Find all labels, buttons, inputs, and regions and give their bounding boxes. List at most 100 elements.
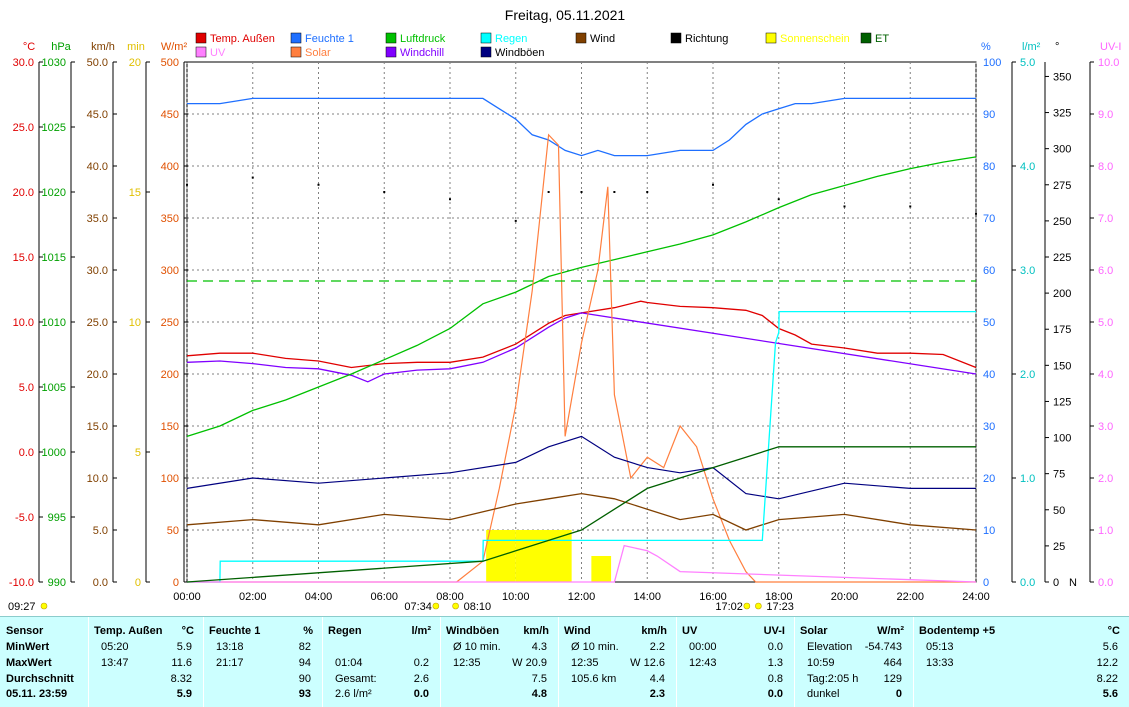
left-axis-tick-label: 0.0: [93, 577, 108, 589]
series-line-feuchte-1: [187, 97, 976, 157]
series-line-wind: [186, 492, 977, 531]
legend-swatch: [480, 32, 492, 44]
direction-point: [383, 191, 386, 193]
left-axis-tick-label: 1010: [42, 317, 66, 329]
left-axis-tick-label: 20.0: [87, 369, 108, 381]
direction-point: [909, 205, 912, 208]
left-axis-tick-label: 200: [161, 369, 179, 381]
left-axis-unit: km/h: [91, 41, 115, 53]
right-axis-tick-label: 20: [983, 473, 995, 485]
legend-label: ET: [875, 33, 889, 45]
stats-cell-value: 90: [298, 673, 311, 685]
stats-cell-value: W 12.6: [630, 657, 665, 669]
left-axis-tick-label: 150: [161, 421, 179, 433]
series-marks: [186, 97, 977, 583]
left-axis-tick-label: 25.0: [13, 122, 34, 134]
stats-cell-label: Tag:2:05 h: [807, 673, 859, 685]
stats-column: Regen l/m² 01:04 0.2 Gesamt: 2.6 2.6 l/m² 0.0: [322, 617, 441, 707]
stats-column-header: Temp. Außen: [94, 625, 163, 637]
series-line-windb-en: [186, 435, 976, 500]
axes: 00:00 02:00 04:00 06:00 08:00 10:00 12:00 14:00…: [9, 41, 1121, 603]
stats-cell-label: Ø 10 min.: [453, 641, 501, 653]
stats-cell-value: 0.0: [413, 688, 429, 700]
legend-swatch: [385, 32, 397, 44]
left-axis-tick-label: 450: [161, 109, 179, 121]
stats-column: Temp. Außen °C 05:20 5.9 13:47 11.6 8.32 5.9: [88, 617, 204, 707]
sun-event-label: 09:27: [8, 601, 36, 613]
legend-swatch: [765, 32, 777, 44]
series-line-et: [186, 446, 976, 583]
stats-column-header: Regen: [328, 625, 362, 637]
stats-cell-label: 00:00: [689, 641, 717, 653]
left-axis-tick-label: 50.0: [87, 57, 108, 69]
sun-icon: [452, 602, 459, 610]
legend-label: Temp. Außen: [210, 33, 275, 45]
right-axis-tick-label: 9.0: [1098, 109, 1113, 121]
left-axis-tick-label: 5.0: [19, 382, 34, 394]
direction-point: [251, 176, 254, 179]
legend-swatch: [480, 46, 492, 58]
right-axis-tick-label: 100: [1053, 433, 1071, 445]
x-tick-label: 04:00: [305, 591, 333, 603]
sun-event-label: 08:10: [464, 601, 492, 613]
left-axis-tick-label: 25.0: [87, 317, 108, 329]
stats-row-label: Durchschnitt: [6, 673, 74, 685]
sun-event-label: 07:34: [404, 601, 432, 613]
stats-row-label: MaxWert: [6, 657, 52, 669]
stats-column-header: Bodentemp +5: [919, 625, 996, 637]
legend-label: Wind: [590, 33, 615, 45]
sunshine-bar: [515, 530, 572, 582]
stats-column-header: Feuchte 1: [209, 625, 261, 637]
left-axis-tick-label: 5.0: [93, 525, 108, 537]
sun-icon: [755, 602, 762, 610]
stats-cell-label: dunkel: [807, 688, 840, 700]
legend-swatch: [195, 46, 207, 58]
right-axis-tick-label: 75: [1053, 469, 1065, 481]
stats-column: Feuchte 1% 13:18 82 21:17 94 90 93: [203, 617, 323, 707]
stats-cell-value: 93: [298, 688, 311, 700]
stats-column-header: Wind: [564, 625, 591, 637]
stats-column-header: Windböen: [446, 625, 500, 637]
left-axis-tick-label: 15: [129, 187, 141, 199]
legend-label: Sonnenschein: [780, 33, 850, 45]
statistics-table: Sensor MinWert MaxWert Durchschnitt 05.11. 2…: [0, 616, 1129, 707]
left-axis-tick-label: -5.0: [15, 512, 34, 524]
right-axis-tick-label: 1.0: [1098, 525, 1113, 537]
right-axis-tick-label: 325: [1053, 108, 1071, 120]
left-axis-tick-label: 0: [173, 577, 179, 589]
direction-point: [975, 212, 977, 215]
stats-column: Solar W/m² Elevation -54.743 10:59 464 Tag:2:0…: [794, 617, 914, 707]
right-axis-tick-label: 0: [1053, 577, 1059, 589]
legend-swatch: [385, 46, 397, 58]
x-tick-label: 18:00: [765, 591, 793, 603]
sun-icon: [432, 602, 440, 610]
left-axis-tick-label: -10.0: [9, 577, 34, 589]
left-axis-tick-label: 0: [135, 577, 141, 589]
legend: Temp. Außen UV Feuchte 1 Solar Luftdruck Wind…: [195, 32, 889, 59]
series-line-regen: [187, 310, 976, 583]
legend-swatch: [290, 46, 302, 58]
right-axis-tick-label: 300: [1053, 144, 1071, 156]
right-axis-tick-label: 90: [983, 109, 995, 121]
stats-column-unit: %: [303, 625, 313, 637]
legend-label: Windchill: [400, 47, 444, 59]
stats-cell-value: 7.5: [531, 673, 547, 685]
stats-cell-label: Elevation: [807, 641, 853, 653]
right-axis-tick-label: 100: [983, 57, 1001, 69]
stats-cell-value: -54.743: [864, 641, 902, 653]
left-axis-tick-label: 10.0: [87, 473, 108, 485]
left-axis-tick-label: 1020: [42, 187, 66, 199]
right-axis-tick-label: 7.0: [1098, 213, 1113, 225]
right-axis-unit: %: [981, 41, 991, 53]
left-axis-tick-label: 1005: [42, 382, 66, 394]
legend-label: Windböen: [495, 47, 545, 59]
right-axis-tick-label: 275: [1053, 180, 1071, 192]
right-axis-tick-label: 0.0: [1098, 577, 1113, 589]
left-axis-tick-label: 10: [129, 317, 141, 329]
stats-cell-value: 129: [883, 673, 902, 685]
sun-icon: [743, 602, 751, 610]
stats-cell-value: 12.2: [1096, 657, 1118, 669]
right-axis-tick-label: 3.0: [1020, 265, 1035, 277]
left-axis-tick-label: 300: [161, 265, 179, 277]
stats-cell-value: 4.4: [649, 673, 665, 685]
